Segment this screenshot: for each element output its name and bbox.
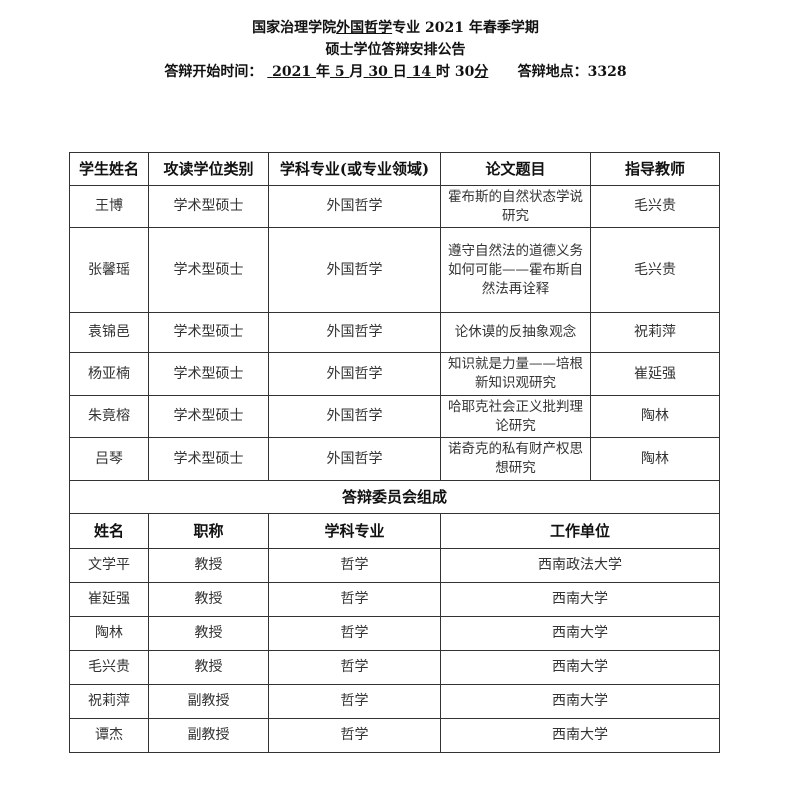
cell: 祝莉萍: [69, 684, 149, 719]
month-unit: 月: [349, 64, 364, 80]
cell: 陶林: [590, 395, 720, 438]
cell: 副教授: [148, 684, 269, 719]
title-line-1: 国家治理学院外国哲学专业 2021 年春季学期: [0, 18, 791, 38]
cell: 哲学: [268, 684, 441, 719]
cell: 吕琴: [69, 437, 149, 481]
committee-row: 文学平 教授 哲学 西南政法大学: [69, 548, 720, 583]
year-unit: 年: [316, 64, 331, 80]
day-unit: 日: [392, 64, 407, 80]
student-row: 朱竟榕 学术型硕士 外国哲学 哈耶克社会正义批判理论研究 陶林: [69, 395, 720, 438]
cell: 学术型硕士: [148, 185, 269, 228]
cell: 职称: [148, 513, 269, 549]
committee-row: 陶林 教授 哲学 西南大学: [69, 616, 720, 651]
cell: 学科专业: [268, 513, 441, 549]
cell: 王博: [69, 185, 149, 228]
hour: 14: [411, 64, 432, 80]
cell: 哲学: [268, 582, 441, 617]
cell: 学生姓名: [69, 152, 149, 186]
cell: 哲学: [268, 548, 441, 583]
cell: 文学平: [69, 548, 149, 583]
cell: 学术型硕士: [148, 437, 269, 481]
cell: 袁锦邑: [69, 312, 149, 353]
major: 外国哲学: [336, 20, 393, 36]
cell: 学术型硕士: [148, 227, 269, 313]
cell: 工作单位: [440, 513, 720, 549]
cell: 陶林: [590, 437, 720, 481]
cell: 学术型硕士: [148, 312, 269, 353]
cell: 哲学: [268, 650, 441, 685]
cell: 朱竟榕: [69, 395, 149, 438]
defense-table: 学生姓名 攻读学位类别 学科专业(或专业领域) 论文题目 指导教师 王博 学术型硕士 外国哲学…: [69, 152, 720, 753]
cell: 西南大学: [440, 650, 720, 685]
cell: 陶林: [69, 616, 149, 651]
cell: 答辩委员会组成: [69, 480, 720, 514]
cell: 副教授: [148, 718, 269, 753]
cell: 诺奇克的私有财产权思想研究: [440, 437, 591, 481]
committee-row: 崔延强 教授 哲学 西南大学: [69, 582, 720, 617]
defense-info: 答辩开始时间： 2021 年 5 月 30 日 14 时 30分 答辩地点：33…: [0, 62, 791, 82]
time-label: 答辩开始时间：: [164, 64, 263, 80]
cell: 哈耶克社会正义批判理论研究: [440, 395, 591, 438]
month: 5: [334, 64, 345, 80]
cell: 外国哲学: [268, 395, 441, 438]
student-row: 吕琴 学术型硕士 外国哲学 诺奇克的私有财产权思想研究 陶林: [69, 437, 720, 481]
cell: 学术型硕士: [148, 395, 269, 438]
cell: 西南大学: [440, 718, 720, 753]
committee-header-row: 姓名 职称 学科专业 工作单位: [69, 513, 720, 549]
cell: 教授: [148, 650, 269, 685]
committee-row: 毛兴贵 教授 哲学 西南大学: [69, 650, 720, 685]
cell: 崔延强: [590, 352, 720, 396]
cell: 毛兴贵: [590, 185, 720, 228]
student-row: 张馨瑶 学术型硕士 外国哲学 遵守自然法的道德义务如何可能——霍布斯自然法再诠释 毛兴贵: [69, 227, 720, 313]
cell: 教授: [148, 548, 269, 583]
cell: 教授: [148, 616, 269, 651]
place-label: 答辩地点：: [517, 64, 588, 80]
cell: 论休谟的反抽象观念: [440, 312, 591, 353]
cell: 姓名: [69, 513, 149, 549]
cell: 指导教师: [590, 152, 720, 186]
student-header-row: 学生姓名 攻读学位类别 学科专业(或专业领域) 论文题目 指导教师: [69, 152, 720, 186]
cell: 西南大学: [440, 582, 720, 617]
cell: 毛兴贵: [590, 227, 720, 313]
cell: 攻读学位类别: [148, 152, 269, 186]
cell: 学科专业(或专业领域): [268, 152, 441, 186]
student-row: 袁锦邑 学术型硕士 外国哲学 论休谟的反抽象观念 祝莉萍: [69, 312, 720, 353]
cell: 哲学: [268, 718, 441, 753]
cell: 西南政法大学: [440, 548, 720, 583]
term: 专业 2021 年春季学期: [392, 20, 539, 36]
place: 3328: [587, 64, 627, 80]
cell: 霍布斯的自然状态学说研究: [440, 185, 591, 228]
cell: 哲学: [268, 616, 441, 651]
year: 2021: [272, 64, 312, 80]
cell: 杨亚楠: [69, 352, 149, 396]
cell: 学术型硕士: [148, 352, 269, 396]
cell: 崔延强: [69, 582, 149, 617]
cell: 外国哲学: [268, 352, 441, 396]
day: 30: [368, 64, 388, 80]
cell: 外国哲学: [268, 312, 441, 353]
cell: 外国哲学: [268, 185, 441, 228]
student-row: 杨亚楠 学术型硕士 外国哲学 知识就是力量——培根新知识观研究 崔延强: [69, 352, 720, 396]
school: 国家治理学院: [252, 20, 337, 36]
cell: 遵守自然法的道德义务如何可能——霍布斯自然法再诠释: [440, 227, 591, 313]
title-line-2: 硕士学位答辩安排公告: [325, 42, 466, 58]
cell: 外国哲学: [268, 227, 441, 313]
cell: 外国哲学: [268, 437, 441, 481]
cell: 祝莉萍: [590, 312, 720, 353]
cell: 教授: [148, 582, 269, 617]
cell: 西南大学: [440, 684, 720, 719]
minute-unit: 分: [474, 64, 489, 80]
committee-row: 祝莉萍 副教授 哲学 西南大学: [69, 684, 720, 719]
hour-unit: 时: [435, 64, 450, 80]
cell: 论文题目: [440, 152, 591, 186]
minute: 30: [454, 64, 475, 80]
cell: 西南大学: [440, 616, 720, 651]
cell: 谭杰: [69, 718, 149, 753]
cell: 知识就是力量——培根新知识观研究: [440, 352, 591, 396]
cell: 毛兴贵: [69, 650, 149, 685]
student-row: 王博 学术型硕士 外国哲学 霍布斯的自然状态学说研究 毛兴贵: [69, 185, 720, 228]
committee-row: 谭杰 副教授 哲学 西南大学: [69, 718, 720, 753]
cell: 张馨瑶: [69, 227, 149, 313]
committee-title-row: 答辩委员会组成: [69, 480, 720, 514]
